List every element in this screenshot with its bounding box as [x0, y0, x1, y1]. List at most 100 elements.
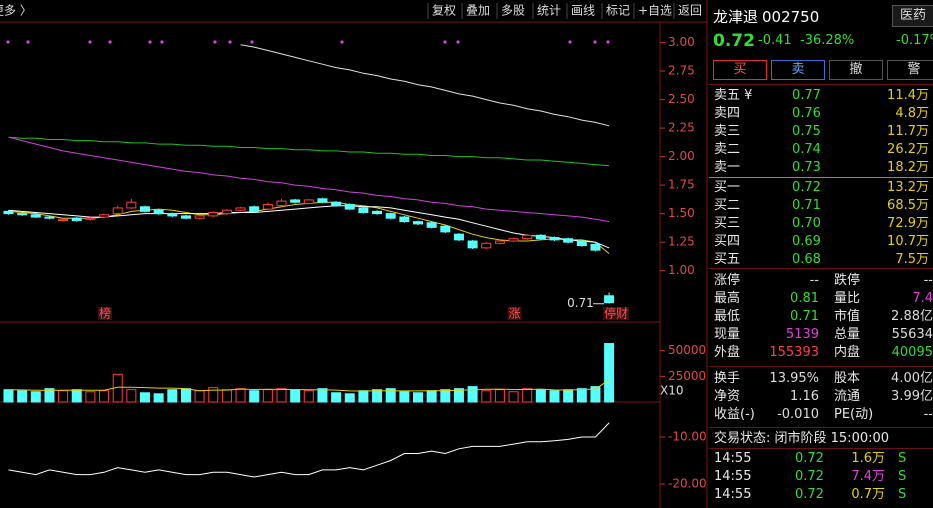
volume-bar [44, 388, 55, 403]
toolbar-button[interactable]: 统计 [537, 4, 561, 18]
candle-body [385, 213, 396, 219]
toolbar-button[interactable]: 复权 [432, 4, 456, 18]
book-price: 0.69 [792, 234, 821, 249]
volume-ma-line [8, 379, 610, 392]
book-volume: 13.2万 [887, 180, 929, 195]
candle-body [494, 240, 505, 244]
tick-volume: 7.4万 [851, 469, 885, 484]
stat-value: 4.00亿 [891, 371, 933, 386]
book-price: 0.75 [792, 124, 821, 139]
change-pct: -36.28% [800, 33, 855, 48]
candle-body [426, 222, 437, 228]
stock-name: 龙津退 [713, 8, 759, 26]
tick-price: 0.72 [795, 451, 824, 466]
candle-body [317, 198, 328, 203]
book-volume: 11.7万 [887, 124, 929, 139]
y-tick-label: 1.75 [668, 178, 695, 192]
marker-dot [160, 40, 164, 44]
trade-status: 交易状态: 闭市阶段 15:00:00 [714, 431, 890, 446]
candle-body [413, 221, 423, 225]
stat-value: 0.71 [790, 309, 819, 324]
volume-bar [303, 390, 314, 403]
marker-dot [148, 40, 152, 44]
volume-bar [194, 390, 205, 403]
sector-button[interactable]: 医药 [892, 5, 933, 27]
stat-value: -- [809, 273, 819, 288]
book-volume: 26.2万 [887, 142, 929, 157]
volume-bar [344, 393, 355, 403]
toolbar-more: 更多 〉 [0, 4, 32, 18]
candle-body [372, 210, 383, 215]
marker-dot [88, 40, 92, 44]
tick-side: S [898, 487, 907, 502]
stat-value: 3.99亿 [891, 389, 933, 404]
stat-label: 流通 [834, 389, 861, 404]
book-label: 卖三 [714, 124, 741, 139]
book-price: 0.68 [792, 252, 821, 267]
trade-button[interactable]: 警 [887, 60, 933, 80]
stat-value: 13.95% [769, 371, 819, 386]
candle-body [508, 238, 519, 242]
stat-value: 2.88亿 [891, 309, 933, 324]
toolbar-button[interactable]: +自选 [638, 4, 672, 18]
toolbar-button[interactable]: 多股 [501, 4, 525, 18]
toolbar-button[interactable]: 叠加 [466, 4, 490, 18]
multiplier-label: X10 [660, 384, 684, 398]
stat-value: 1.16 [790, 389, 819, 404]
book-label: 买四 [714, 234, 741, 249]
y-tick-label: 50000 [668, 343, 706, 357]
candle-body [235, 207, 246, 211]
volume-bar [453, 388, 464, 403]
candle-body [467, 240, 478, 249]
trade-button[interactable]: 撤 [829, 60, 883, 80]
volume-bar [276, 388, 287, 403]
panel-divider [709, 427, 933, 428]
toolbar-button[interactable]: 返回 [678, 4, 702, 18]
candle-body [276, 200, 287, 207]
stat-label: 收益(-) [714, 407, 755, 422]
book-volume: 72.9万 [887, 216, 929, 231]
y-tick-label: 1.25 [668, 235, 695, 249]
volume-bar [235, 388, 246, 403]
toolbar-button[interactable]: 标记 [606, 4, 630, 18]
candle-body [249, 206, 260, 212]
trade-button[interactable]: 卖 [771, 60, 825, 80]
event-badge [98, 307, 113, 320]
book-price: 0.77 [792, 88, 821, 103]
volume-bar [85, 391, 96, 403]
candle-body [549, 237, 560, 241]
stat-label: 内盘 [834, 345, 861, 360]
candle-body [535, 234, 546, 240]
volume-bar [262, 389, 273, 403]
book-label: 买五 [714, 252, 741, 267]
stat-value: 7.4 [912, 291, 933, 306]
candle-body [576, 240, 587, 247]
book-volume: 68.5万 [887, 198, 929, 213]
event-badge [507, 307, 522, 320]
candle-body [112, 207, 123, 215]
ma-line [8, 201, 610, 254]
stat-value: 155393 [769, 345, 819, 360]
panel-divider [709, 366, 933, 367]
marker-dot [568, 40, 572, 44]
book-label: 卖四 [714, 106, 741, 121]
toolbar-button[interactable]: 画线 [571, 4, 595, 18]
candle-body [221, 209, 232, 215]
trade-button[interactable]: 买 [713, 60, 767, 80]
y-tick-label: 2.50 [668, 92, 695, 106]
candle-body [481, 242, 492, 249]
y-tick-label: 25000 [668, 369, 706, 383]
event-label: 涨 [509, 306, 521, 321]
candle-body [194, 215, 205, 219]
low-label: 0.71 [567, 296, 594, 310]
stat-label: 现量 [714, 327, 741, 342]
marker-dot [340, 40, 344, 44]
book-volume: 4.8万 [895, 106, 929, 121]
stat-value: -0.010 [777, 407, 819, 422]
stat-label: 涨停 [714, 273, 741, 288]
candle-body [399, 216, 410, 223]
tick-time: 14:55 [714, 487, 752, 502]
y-tick-label: -20.00 [668, 477, 707, 491]
